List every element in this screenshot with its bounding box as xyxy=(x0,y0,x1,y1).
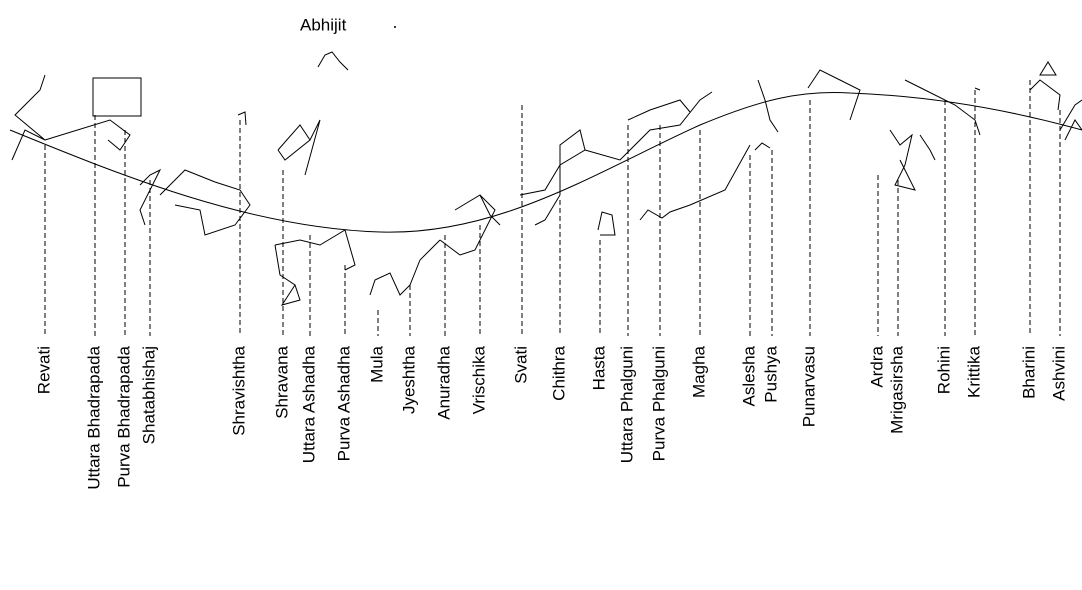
nakshatra-label: Jyeshtha xyxy=(399,345,418,414)
nakshatra-label: Pushya xyxy=(761,345,780,402)
nakshatra-label: Krittika xyxy=(964,345,983,398)
abhijit-label: Abhijit xyxy=(300,15,347,34)
nakshatra-label: Uttara Bhadrapada xyxy=(84,345,103,489)
nakshatra-label: Svati xyxy=(511,346,530,384)
nakshatra-label: Purva Ashadha xyxy=(334,345,353,461)
nakshatra-label: Uttara Ashadha xyxy=(299,345,318,463)
nakshatra-label: Chithra xyxy=(549,345,568,400)
nakshatra-label: Magha xyxy=(689,345,708,398)
nakshatra-label: Aslesha xyxy=(739,345,758,406)
nakshatra-label: Punarvasu xyxy=(799,346,818,427)
constellation xyxy=(317,51,349,71)
nakshatra-label: Vrischika xyxy=(469,345,488,414)
nakshatra-label: Hasta xyxy=(589,345,608,390)
nakshatra-label: Shravana xyxy=(272,345,291,418)
nakshatra-label: Shatabhishaj xyxy=(139,346,158,444)
nakshatra-label: Mula xyxy=(367,345,386,382)
star xyxy=(394,26,396,28)
nakshatra-label: Uttara Phalguni xyxy=(617,346,636,463)
nakshatra-labels: Revati Uttara Bhadrapada Purva Bhadrapada S… xyxy=(34,80,1068,490)
nakshatra-label: Anuradha xyxy=(434,345,453,419)
nakshatra-label: Shravishtha xyxy=(229,345,248,435)
nakshatra-label: Purva Bhadrapada xyxy=(114,345,133,487)
nakshatra-label: Revati xyxy=(34,346,53,394)
nakshatra-label: Purva Phalguni xyxy=(649,346,668,461)
ecliptic xyxy=(9,92,1082,233)
nakshatra-label: Rohini xyxy=(934,346,953,394)
nakshatra-label: Bharini xyxy=(1019,346,1038,399)
nakshatra-label: Mrigasirsha xyxy=(887,345,906,433)
nakshatra-label: Ashvini xyxy=(1049,346,1068,401)
constellations xyxy=(11,61,1082,306)
nakshatra-label: Ardra xyxy=(867,345,886,387)
